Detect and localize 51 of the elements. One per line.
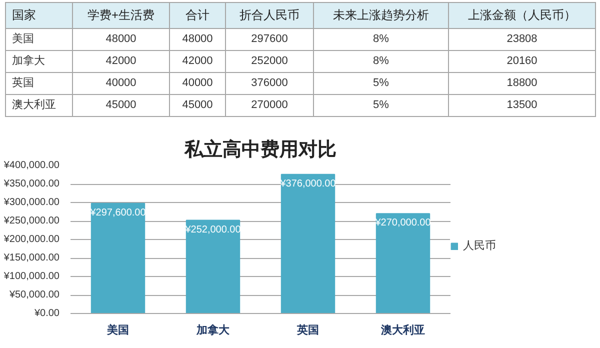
data-label: ¥376,000.00 — [279, 178, 336, 190]
y-tick-label: ¥0.00 — [33, 308, 60, 319]
text: 270000 — [251, 98, 288, 111]
text: 376000 — [251, 76, 288, 89]
x-tick-label: 澳大利亚 — [380, 324, 425, 336]
y-tick-label: ¥300,000.00 — [2, 197, 60, 208]
bar — [186, 220, 240, 314]
text: 5% — [373, 98, 389, 111]
text: 48000 — [182, 32, 213, 45]
text: 8% — [373, 32, 389, 45]
category-label: 上涨金额（人民币） — [448, 2, 596, 28]
text: 42000 — [106, 54, 136, 67]
text: 48000 — [106, 32, 136, 45]
text: 美国 — [12, 32, 34, 45]
text: 45000 — [106, 98, 136, 111]
text: 23808 — [506, 32, 538, 45]
text: 8% — [373, 54, 389, 67]
x-tick-label: 英国 — [296, 324, 319, 336]
text: 澳大利亚 — [12, 98, 56, 111]
y-tick-label: ¥50,000.00 — [8, 290, 60, 300]
data-label: ¥270,000.00 — [374, 218, 432, 229]
text: 5% — [373, 76, 389, 89]
text: 13500 — [506, 98, 538, 111]
text: 18800 — [506, 76, 538, 89]
bar — [376, 213, 430, 314]
category-label: 国家 — [6, 2, 72, 28]
text: 40000 — [106, 76, 136, 89]
legend-label: 人民币 — [463, 239, 496, 253]
category-label: 折合人民币 — [226, 2, 314, 28]
category-label: 学费+生活费 — [72, 2, 170, 28]
text: 英国 — [12, 76, 34, 89]
text: 252000 — [251, 54, 288, 67]
chart-title: 私立高中费用对比 — [184, 138, 336, 160]
text: 加拿大 — [12, 54, 45, 67]
bar — [280, 174, 336, 314]
text: 42000 — [182, 54, 213, 67]
y-tick-label: ¥400,000.00 — [2, 160, 60, 171]
category-label: 未来上涨趋势分析 — [314, 2, 448, 28]
y-tick-label: ¥250,000.00 — [2, 216, 60, 226]
y-tick-label: ¥200,000.00 — [2, 234, 60, 245]
category-label: 合计 — [170, 2, 226, 28]
text: 20160 — [506, 54, 538, 67]
y-tick-label: ¥150,000.00 — [2, 252, 60, 264]
text: 40000 — [182, 76, 213, 89]
text: 45000 — [182, 98, 213, 111]
x-tick-label: 美国 — [106, 324, 129, 336]
y-tick-label: ¥100,000.00 — [2, 271, 60, 282]
x-tick-label: 加拿大 — [196, 324, 230, 336]
y-tick-label: ¥350,000.00 — [2, 178, 60, 190]
bar — [90, 202, 146, 314]
text: 297600 — [251, 32, 288, 45]
